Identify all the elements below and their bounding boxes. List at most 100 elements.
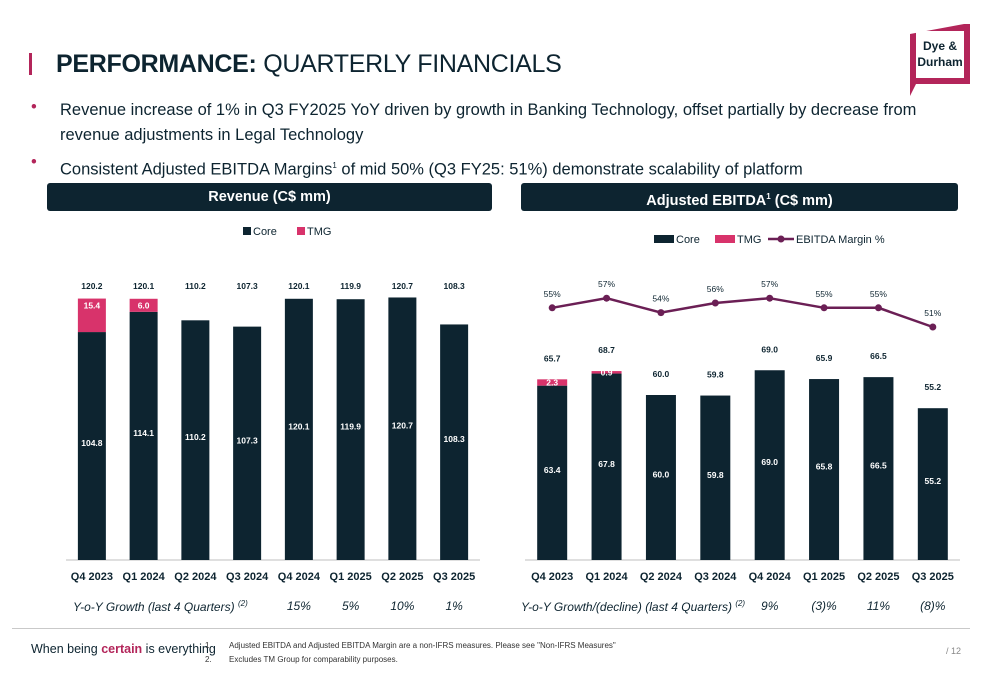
revenue-category-label: Q4 2023 (71, 571, 113, 583)
ebitda-growth-label: Y-o-Y Growth/(decline) (last 4 Quarters)… (521, 599, 745, 614)
ebitda-core-bar (863, 377, 894, 560)
bullet-text-b: of mid 50% (Q3 FY25: 51%) demonstrate sc… (336, 160, 803, 179)
ebitda-core-bar (917, 408, 948, 560)
revenue-growth-sup: (2) (237, 599, 248, 608)
ebitda-core-label: 67.8 (598, 459, 615, 469)
revenue-category-label: Q2 2024 (174, 571, 217, 583)
ebitda-tmg-bar (537, 379, 568, 386)
bullet-text: Consistent Adjusted EBITDA Margins1 of m… (60, 153, 940, 183)
tagline-b: is everything (142, 642, 216, 656)
ebitda-growth-value: 11% (867, 599, 890, 613)
ebitda-category-label: Q1 2024 (585, 571, 628, 583)
revenue-legend-tmg-swatch (297, 227, 305, 235)
revenue-core-bar (388, 297, 417, 560)
revenue-category-label: Q1 2025 (330, 571, 372, 583)
ebitda-legend-core-swatch (654, 235, 674, 243)
revenue-core-label: 114.1 (133, 428, 154, 438)
page-number: / 12 (946, 646, 962, 656)
ebitda-header-title: Adjusted EBITDA (646, 192, 767, 209)
ebitda-growth-label-text: Y-o-Y Growth/(decline) (last 4 Quarters) (521, 600, 732, 614)
ebitda-total-label: 65.9 (816, 353, 833, 363)
footnote-1: 1. Adjusted EBITDA and Adjusted EBITDA Ma… (205, 641, 616, 650)
ebitda-margin-point (874, 304, 882, 312)
ebitda-legend-margin-label: EBITDA Margin % (796, 234, 885, 246)
revenue-tmg-label: 6.0 (138, 300, 150, 310)
ebitda-core-label: 65.8 (816, 462, 833, 472)
ebitda-core-label: 69.0 (761, 457, 778, 467)
revenue-core-label: 120.1 (288, 421, 310, 431)
ebitda-margin-label: 55% (816, 289, 833, 299)
ebitda-margin-point (603, 294, 611, 302)
revenue-growth-value: 10% (390, 599, 414, 613)
revenue-core-label: 108.3 (443, 434, 465, 444)
ebitda-total-label: 68.7 (598, 345, 615, 355)
revenue-core-bar (233, 326, 262, 560)
footnote-num: 2. (205, 655, 212, 664)
revenue-category-label: Q4 2024 (278, 571, 321, 583)
ebitda-legend-core-label: Core (676, 234, 700, 246)
dye-durham-logo: Dye & Durham (910, 24, 970, 96)
ebitda-core-bar (537, 385, 568, 560)
revenue-category-label: Q3 2024 (226, 571, 269, 583)
revenue-core-bar (129, 311, 158, 560)
revenue-total-label: 110.2 (185, 281, 206, 291)
footer-tagline: When being certain is everything (31, 642, 216, 656)
ebitda-margin-point (820, 304, 828, 312)
ebitda-core-bar (591, 373, 622, 560)
revenue-growth-value: 1% (445, 599, 463, 613)
ebitda-margin-label: 55% (544, 289, 561, 299)
revenue-core-bar (284, 298, 313, 560)
footnote-2: 2. Excludes TM Group for comparability pu… (205, 655, 398, 664)
bullet-text-a: Consistent Adjusted EBITDA Margins (60, 160, 333, 179)
ebitda-core-label: 63.4 (544, 465, 561, 475)
revenue-core-label: 110.2 (185, 432, 206, 442)
revenue-core-bar (440, 324, 469, 560)
ebitda-chart-header: Adjusted EBITDA1 (C$ mm) (521, 183, 958, 211)
ebitda-total-label: 55.2 (925, 382, 942, 392)
ebitda-total-label: 59.8 (707, 370, 724, 380)
ebitda-header-suffix: (C$ mm) (770, 192, 833, 209)
tagline-a: When being (31, 642, 102, 656)
ebitda-core-bar (645, 395, 676, 560)
ebitda-margin-label: 51% (924, 308, 941, 318)
ebitda-core-label: 59.8 (707, 470, 724, 480)
revenue-core-label: 119.9 (340, 422, 361, 432)
ebitda-margin-point (766, 294, 774, 302)
ebitda-growth-value: (8)% (920, 599, 946, 613)
ebitda-growth-value: (3)% (811, 599, 837, 613)
revenue-core-bar (77, 332, 106, 560)
ebitda-core-label: 55.2 (925, 476, 942, 486)
ebitda-legend-tmg-swatch (715, 235, 735, 243)
page-title-bold: PERFORMANCE: (56, 50, 257, 78)
ebitda-margin-point (711, 299, 719, 307)
ebitda-margin-point (657, 309, 665, 317)
revenue-growth-value: 15% (287, 599, 311, 613)
ebitda-legend-margin-marker (777, 235, 785, 243)
ebitda-category-label: Q1 2025 (803, 571, 845, 583)
revenue-total-label: 120.2 (81, 281, 103, 291)
ebitda-margin-line (551, 296, 934, 329)
ebitda-header-sup: 1 (766, 192, 771, 201)
ebitda-tmg-label: 2.3 (546, 377, 558, 387)
title-accent-bar (29, 53, 32, 75)
bullet-sup: 1 (332, 161, 337, 170)
ebitda-core-label: 60.0 (653, 470, 670, 480)
ebitda-core-bar (700, 395, 731, 560)
revenue-total-label: 108.3 (443, 281, 465, 291)
ebitda-margin-point (929, 323, 937, 331)
bullet-text: Revenue increase of 1% in Q3 FY2025 YoY … (60, 101, 917, 144)
ebitda-category-label: Q3 2025 (912, 571, 954, 583)
revenue-legend-core-label: Core (253, 226, 277, 238)
ebitda-legend-tmg-label: TMG (737, 234, 761, 246)
ebitda-category-label: Q2 2025 (857, 571, 899, 583)
revenue-legend-core-swatch (243, 227, 251, 235)
revenue-total-label: 120.1 (133, 281, 155, 291)
ebitda-total-label: 69.0 (761, 344, 778, 354)
page-title: PERFORMANCE: QUARTERLY FINANCIALS (56, 50, 562, 79)
revenue-category-label: Q1 2024 (123, 571, 166, 583)
ebitda-category-label: Q4 2024 (749, 571, 792, 583)
revenue-core-label: 107.3 (236, 435, 258, 445)
revenue-total-label: 119.9 (340, 281, 361, 291)
bullet-marker: • (31, 98, 37, 116)
ebitda-growth-sup: (2) (735, 599, 746, 608)
